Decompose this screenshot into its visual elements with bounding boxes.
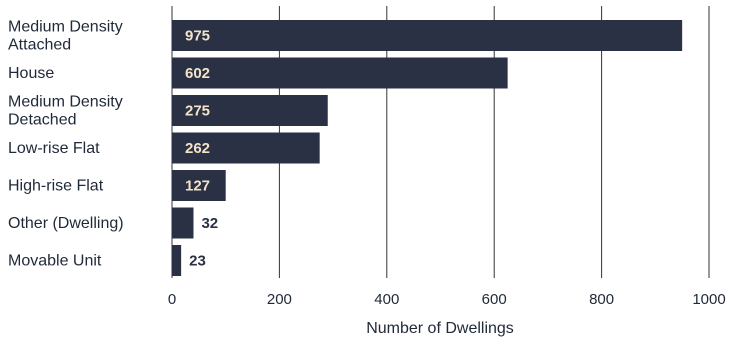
x-tick-label: 1000 <box>692 291 725 308</box>
x-tick-label: 600 <box>482 291 507 308</box>
bar-value-label: 23 <box>189 253 206 270</box>
category-label: Medium Density <box>8 94 123 111</box>
x-tick-label: 0 <box>168 291 176 308</box>
bar-value-label: 127 <box>185 178 210 195</box>
bar <box>172 132 320 164</box>
bar <box>172 95 328 126</box>
x-tick-labels: 0 200 400 600 800 1000 <box>168 291 726 308</box>
category-label: Other (Dwelling) <box>8 215 124 232</box>
category-label: House <box>8 65 54 82</box>
x-axis-title: Number of Dwellings <box>366 320 514 337</box>
bar-value-label: 262 <box>185 140 210 157</box>
category-label: Low-rise Flat <box>8 140 100 157</box>
bar-value-label: 275 <box>185 103 210 120</box>
category-label: Medium Density <box>8 19 123 36</box>
bar-value-label: 602 <box>185 65 210 82</box>
bar <box>172 207 194 239</box>
x-tick-label: 200 <box>267 291 292 308</box>
bar-value-label: 32 <box>201 215 218 232</box>
bar <box>172 57 508 89</box>
x-tick-label: 400 <box>374 291 399 308</box>
category-label: Movable Unit <box>8 253 102 270</box>
bar <box>172 20 683 51</box>
category-label: High-rise Flat <box>8 178 104 195</box>
category-label: Attached <box>8 37 71 54</box>
bar-value-label: 975 <box>185 28 210 45</box>
x-tick-label: 800 <box>589 291 614 308</box>
bars: 975 602 275 262 127 32 23 <box>172 20 683 276</box>
bar <box>172 170 226 201</box>
category-label: Detached <box>8 112 77 129</box>
bar <box>172 245 182 276</box>
